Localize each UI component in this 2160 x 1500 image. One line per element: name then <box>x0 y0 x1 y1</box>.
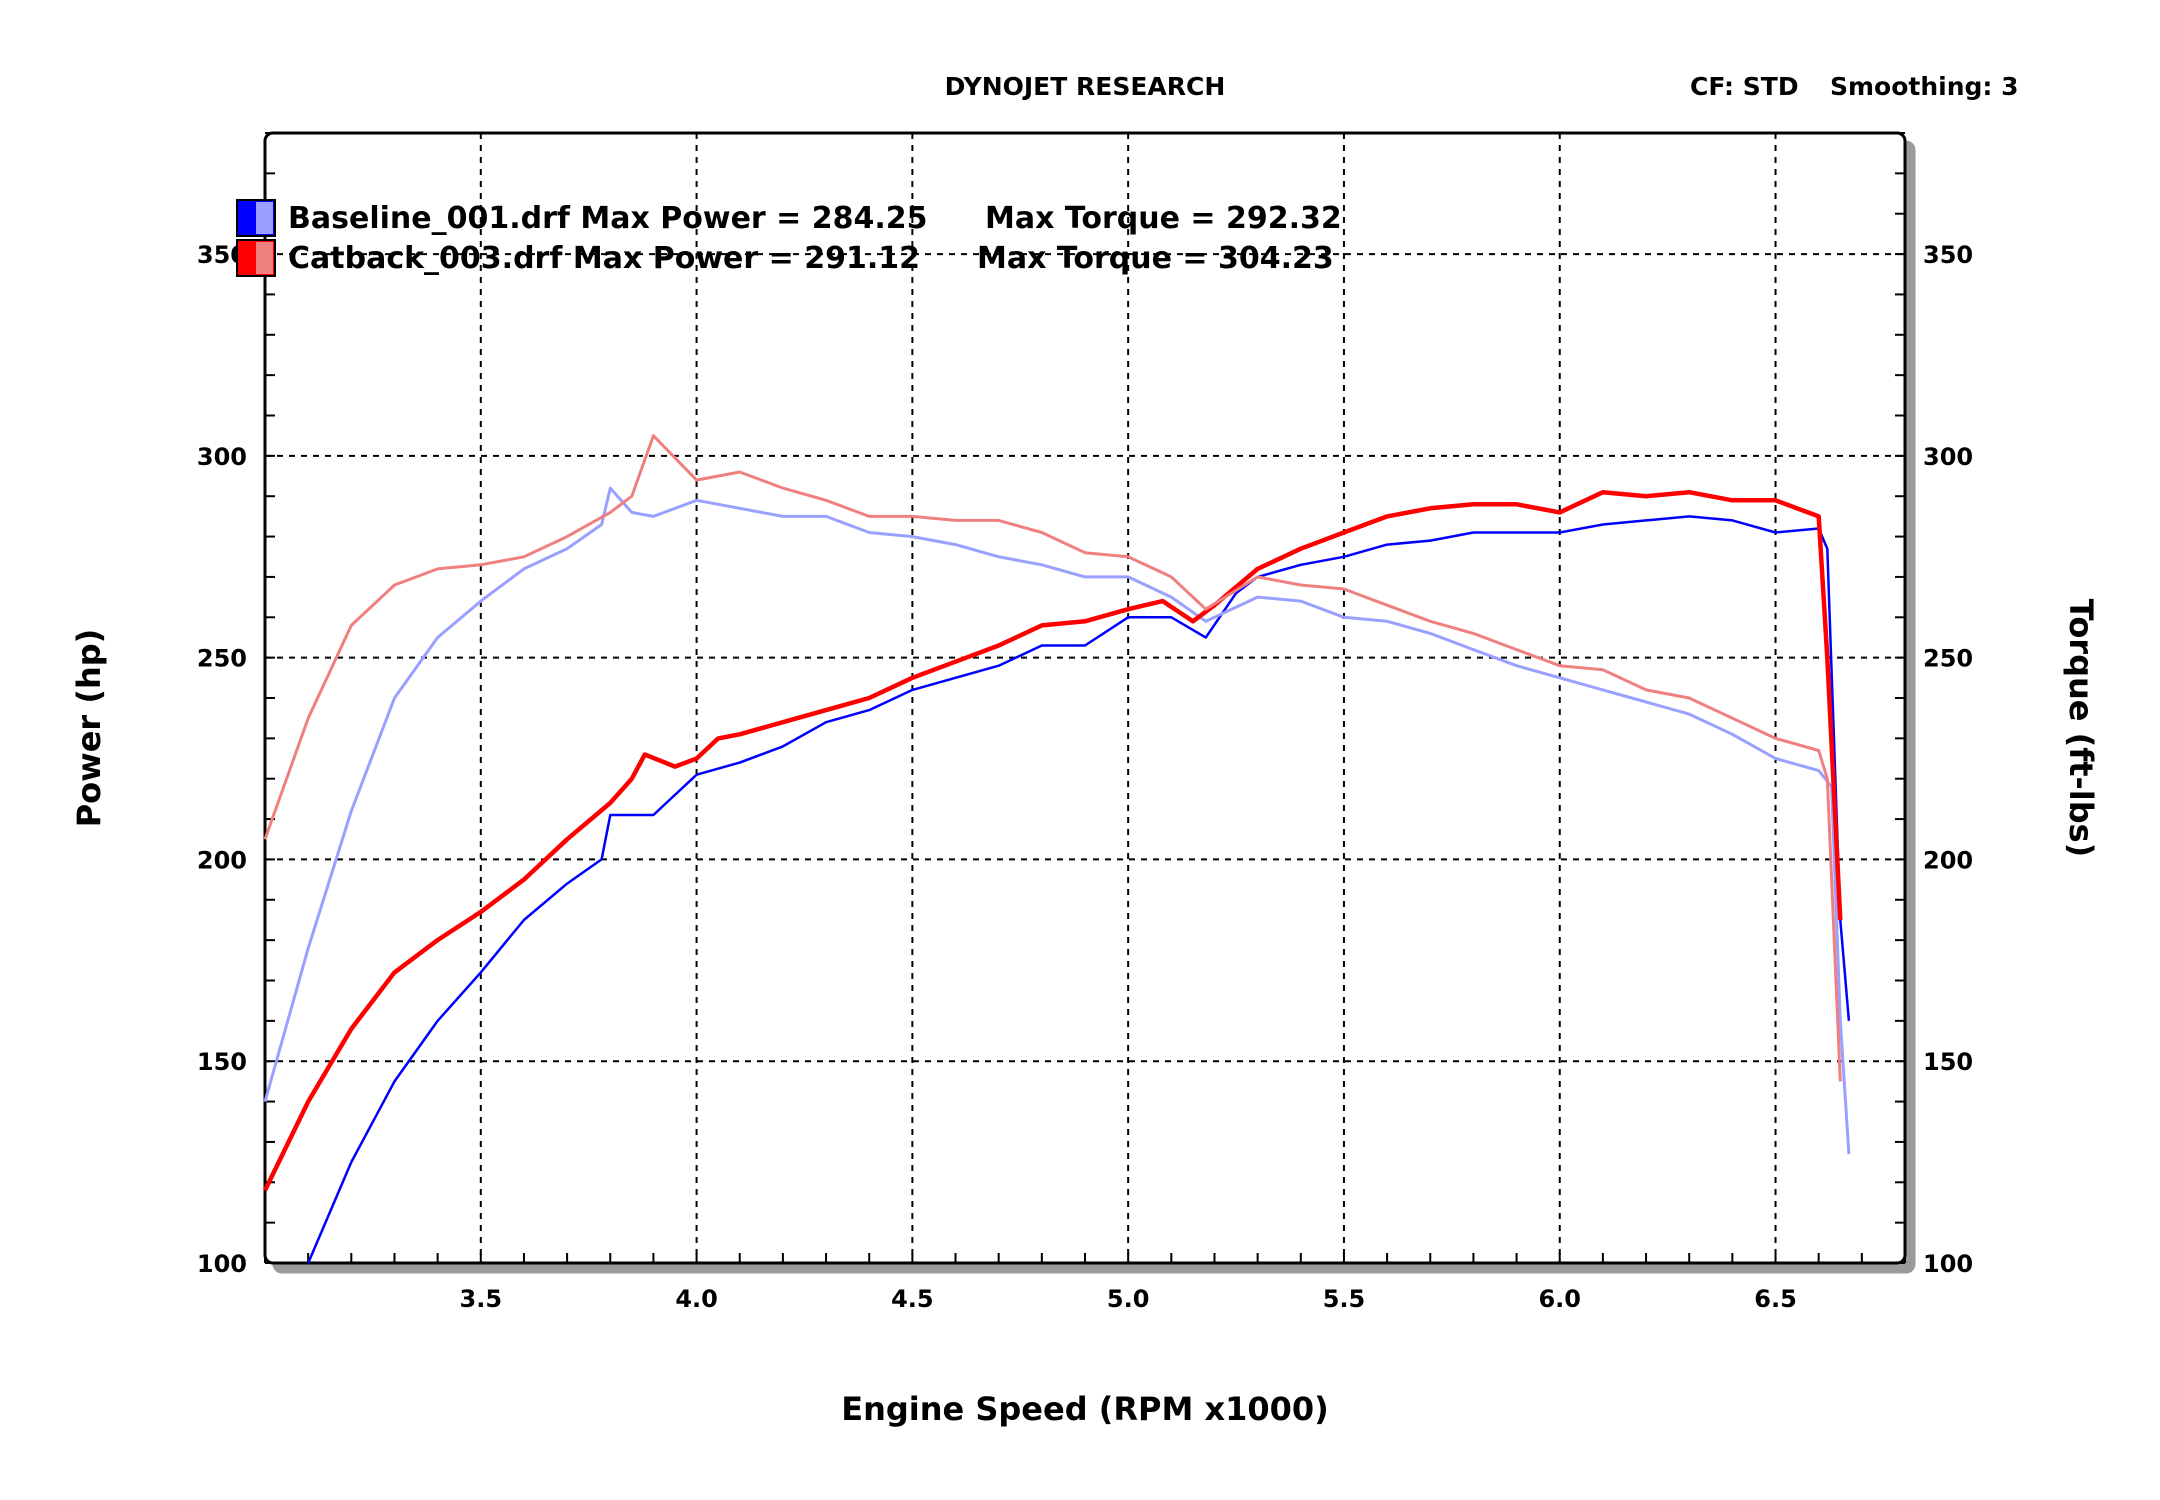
x-tick-label: 5.5 <box>1323 1285 1366 1313</box>
y2-tick-label: 100 <box>1923 1250 1973 1278</box>
x-tick-label: 3.5 <box>460 1285 503 1313</box>
x-tick-label: 6.0 <box>1538 1285 1581 1313</box>
x-tick-label: 4.5 <box>891 1285 934 1313</box>
legend: Baseline_001.drf Max Power = 284.25 Max … <box>236 199 1342 277</box>
legend-torque-baseline: Max Torque = 292.32 <box>985 201 1342 236</box>
y-tick-label: 200 <box>197 846 247 874</box>
y-tick-label: 300 <box>197 443 247 471</box>
legend-swatch-baseline-light <box>256 202 273 234</box>
y2-tick-label: 300 <box>1923 443 1973 471</box>
x-tick-label: 4.0 <box>675 1285 718 1313</box>
x-axis-label: Engine Speed (RPM x1000) <box>841 1390 1329 1428</box>
y2-tick-label: 200 <box>1923 846 1973 874</box>
y2-tick-label: 150 <box>1923 1048 1973 1076</box>
legend-torque-catback: Max Torque = 304.23 <box>977 241 1334 276</box>
series-lines <box>262 434 1851 1264</box>
series-line-power-2 <box>262 489 1843 1192</box>
y-tick-label: 150 <box>197 1048 247 1076</box>
y2-tick-label: 250 <box>1923 645 1973 673</box>
y-tick-label: 100 <box>197 1250 247 1278</box>
y2-tick-label: 350 <box>1923 241 1973 269</box>
chart-title: DYNOJET RESEARCH <box>945 72 1226 101</box>
series-line-torque-1 <box>263 486 1851 1155</box>
axis-ticks: 3.5 4.0 4.5 5.0 5.5 6.0 6.5 100 150 200 250 300 350 1… <box>197 132 1973 1313</box>
plot-area <box>263 131 1907 1265</box>
x-tick-label: 6.5 <box>1754 1285 1797 1313</box>
series-line-power-0 <box>307 515 1851 1264</box>
y-tick-label: 250 <box>197 645 247 673</box>
grid-lines <box>265 133 1905 1264</box>
x-tick-label: 5.0 <box>1107 1285 1150 1313</box>
series-line-torque-3 <box>263 434 1842 1082</box>
legend-label-catback: Catback_003.drf Max Power = 291.12 <box>288 241 920 276</box>
y2-axis-label: Torque (ft-lbs) <box>2062 599 2100 858</box>
y-axis-label: Power (hp) <box>70 629 108 828</box>
legend-swatch-catback-light <box>256 242 273 274</box>
correction-factor: CF: STD <box>1690 72 1799 101</box>
legend-label-baseline: Baseline_001.drf Max Power = 284.25 <box>288 201 928 236</box>
smoothing-value: Smoothing: 3 <box>1830 72 2019 101</box>
